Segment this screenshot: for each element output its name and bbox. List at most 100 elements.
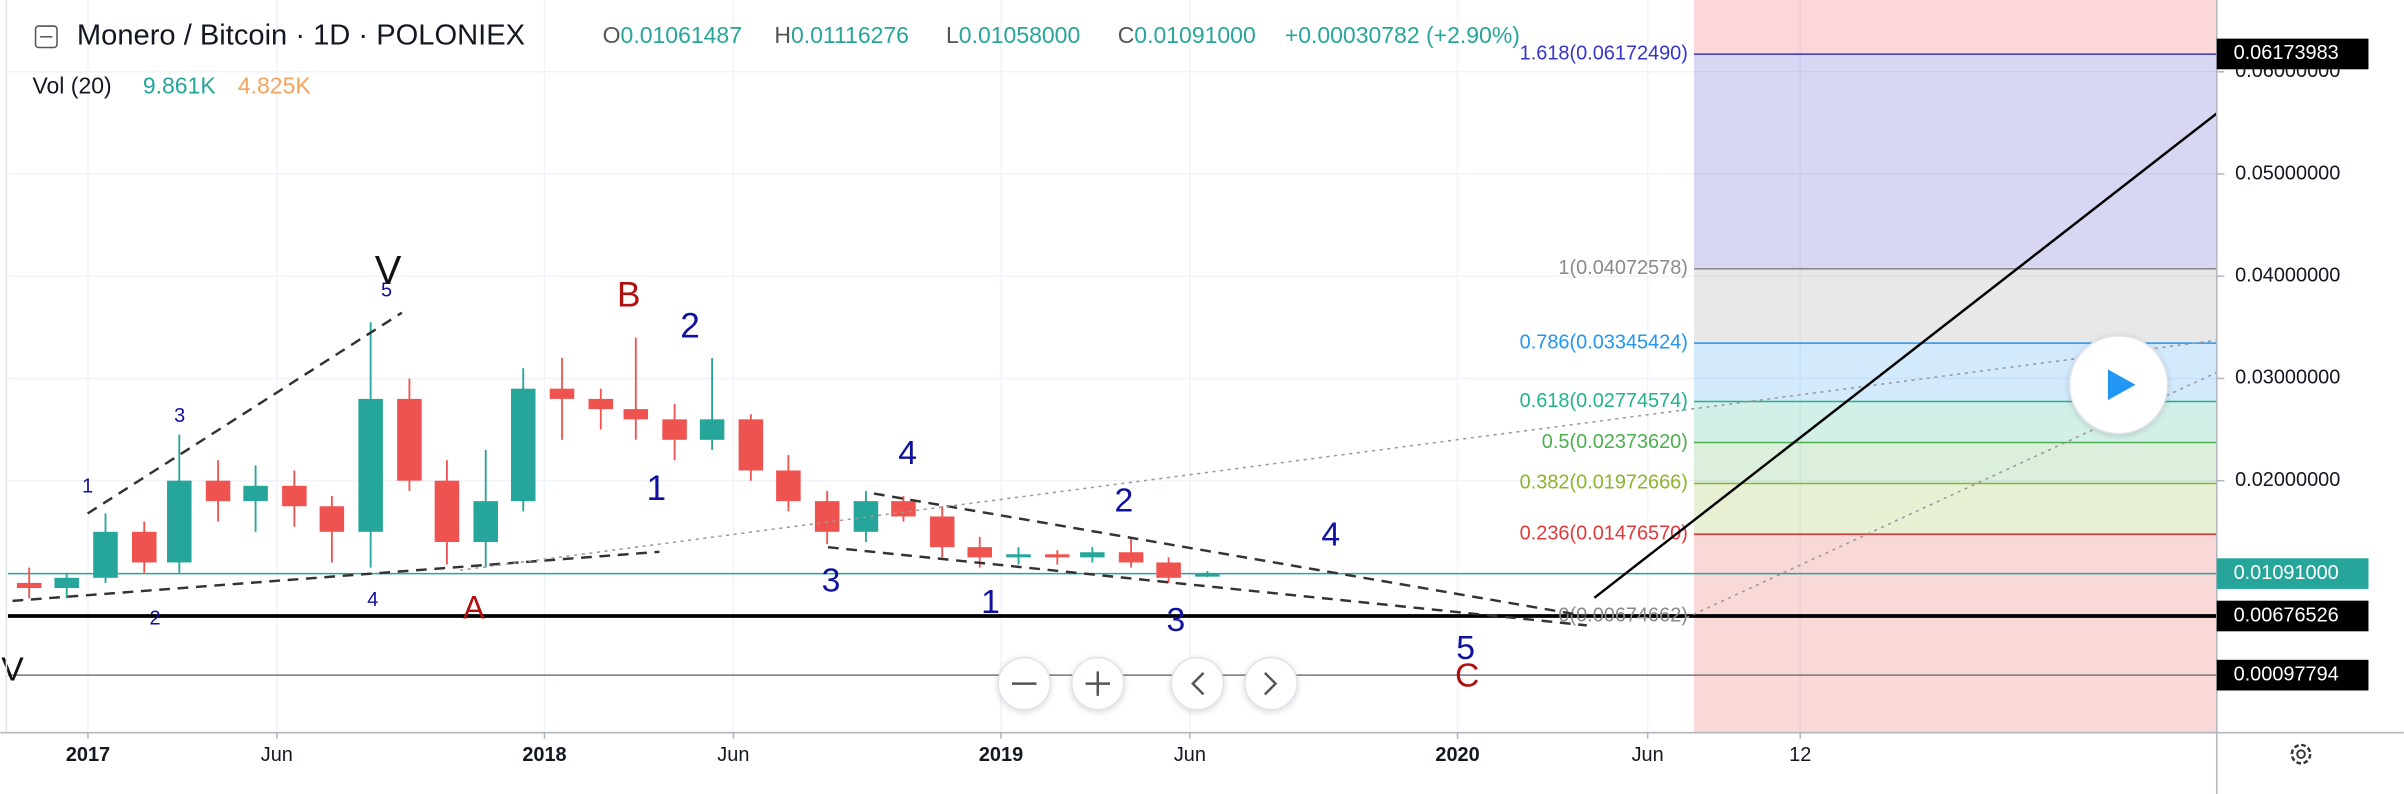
- control-icon: [1191, 672, 1205, 696]
- ohlc-item: L0.01058000: [946, 22, 1080, 48]
- volume-label: Vol (20): [32, 72, 111, 98]
- settings-gear[interactable]: [2296, 749, 2306, 759]
- fib-zone: [1694, 534, 2217, 733]
- zoom-control[interactable]: [1170, 656, 1225, 711]
- candle-body: [54, 577, 79, 589]
- candle-body: [623, 409, 649, 420]
- candle-body: [1080, 552, 1105, 558]
- candle-body: [549, 388, 575, 399]
- x-tick-label: Jun: [261, 744, 293, 766]
- x-tick-label: 2020: [1435, 744, 1479, 766]
- ohlc-item: C0.01091000: [1118, 22, 1256, 48]
- candle-body: [1006, 554, 1031, 558]
- trend-line: [1593, 112, 2218, 599]
- ohlc-key: O: [603, 22, 621, 48]
- candle-body: [738, 419, 764, 471]
- fib-zone: [1694, 0, 2217, 55]
- wave-label: A: [463, 590, 485, 626]
- wave-label: 4: [367, 589, 378, 611]
- fib-zone: [1694, 54, 2217, 269]
- control-icon: [1085, 671, 1111, 696]
- x-tick-label: 12: [1789, 744, 1811, 766]
- candle-body: [929, 516, 955, 548]
- fib-label: 1.618(0.06172490): [1520, 42, 1688, 64]
- fib-label: 0.786(0.03345424): [1520, 331, 1688, 353]
- ohlc-value: 0.01061487: [621, 22, 742, 48]
- wave-label: 2: [150, 608, 161, 630]
- candle-body: [16, 582, 42, 589]
- candle-body: [776, 470, 801, 502]
- price-marker: [2216, 38, 2369, 70]
- collapse-icon: [34, 25, 58, 49]
- fib-label: 0.236(0.01476570): [1520, 522, 1688, 544]
- volume-value: 9.861K: [143, 72, 217, 98]
- y-tick-label: 0.05000000: [2235, 162, 2340, 184]
- trend-line: [873, 492, 1587, 618]
- x-tick-label: 2019: [979, 744, 1023, 766]
- wave-label: 4: [898, 434, 917, 472]
- fib-zone: [1694, 483, 2217, 535]
- price-marker: [2216, 558, 2369, 589]
- wave-label: 2: [680, 306, 700, 345]
- wave-label: V: [1, 650, 24, 688]
- price-marker: [2216, 659, 2369, 691]
- fib-zone: [1694, 442, 2217, 484]
- settings-gear[interactable]: [2290, 743, 2312, 765]
- chart-title: Monero / Bitcoin · 1D · POLONIEX: [77, 19, 525, 51]
- candle-body: [167, 480, 192, 563]
- y-tick-label: 0.02000000: [2235, 469, 2340, 491]
- candle-body: [1118, 552, 1144, 563]
- candle-body: [397, 398, 422, 481]
- play-icon: [2107, 369, 2136, 401]
- wave-label: B: [617, 276, 641, 315]
- price-marker-label: 0.06173983: [2234, 42, 2339, 64]
- x-tick-label: Jun: [1174, 744, 1206, 766]
- volume-value: 4.825K: [238, 72, 312, 98]
- background-layer: [7, 0, 2217, 733]
- candle-body: [473, 501, 498, 543]
- trend-line: [827, 545, 1587, 627]
- x-tick-label: 2018: [522, 744, 566, 766]
- ohlc-key: H: [774, 22, 791, 48]
- wave-label: 5: [1456, 629, 1475, 667]
- x-tick-label: Jun: [717, 744, 749, 766]
- wave-label: 3: [174, 405, 185, 427]
- candle-body: [662, 419, 687, 440]
- fib-label: 0.382(0.01972666): [1520, 472, 1688, 494]
- fib-zone: [1694, 268, 2217, 344]
- zoom-control[interactable]: [1244, 656, 1298, 711]
- candle-body: [510, 388, 536, 502]
- candle-body: [358, 398, 383, 532]
- candle-body: [1195, 573, 1220, 577]
- candle-body: [814, 501, 840, 532]
- ohlc-value: 0.01116276: [791, 22, 909, 48]
- y-tick-label: 0.03000000: [2235, 367, 2340, 389]
- wave-label: 5: [381, 280, 392, 302]
- candle-body: [1156, 562, 1181, 578]
- wave-label: 3: [1167, 601, 1186, 639]
- price-marker-label: 0.00097794: [2234, 663, 2339, 685]
- wave-label: V: [375, 248, 402, 292]
- bottom-axis-bg: [0, 732, 2404, 794]
- candle-body: [132, 531, 157, 563]
- control-icon: [1263, 672, 1278, 696]
- wave-label: 1: [82, 476, 93, 498]
- candle-body: [588, 398, 614, 410]
- fib-label: 1(0.04072578): [1558, 257, 1688, 279]
- ohlc-value: 0.01091000: [1134, 22, 1255, 48]
- candle-body: [967, 547, 993, 558]
- candle-body: [1045, 554, 1070, 558]
- x-tick-label: Jun: [1632, 744, 1664, 766]
- wave-label: 2: [1114, 482, 1133, 520]
- candle-body: [93, 531, 118, 578]
- fib-label: 0.5(0.02373620): [1542, 431, 1688, 453]
- fib-label: 0.618(0.02774574): [1520, 390, 1688, 412]
- wave-label: C: [1455, 656, 1479, 694]
- candle-body: [205, 480, 231, 502]
- y-tick-label: 0.04000000: [2235, 264, 2340, 286]
- trend-line: [12, 550, 660, 603]
- ohlc-item: H0.01116276: [774, 22, 909, 48]
- trend-line: [86, 311, 403, 515]
